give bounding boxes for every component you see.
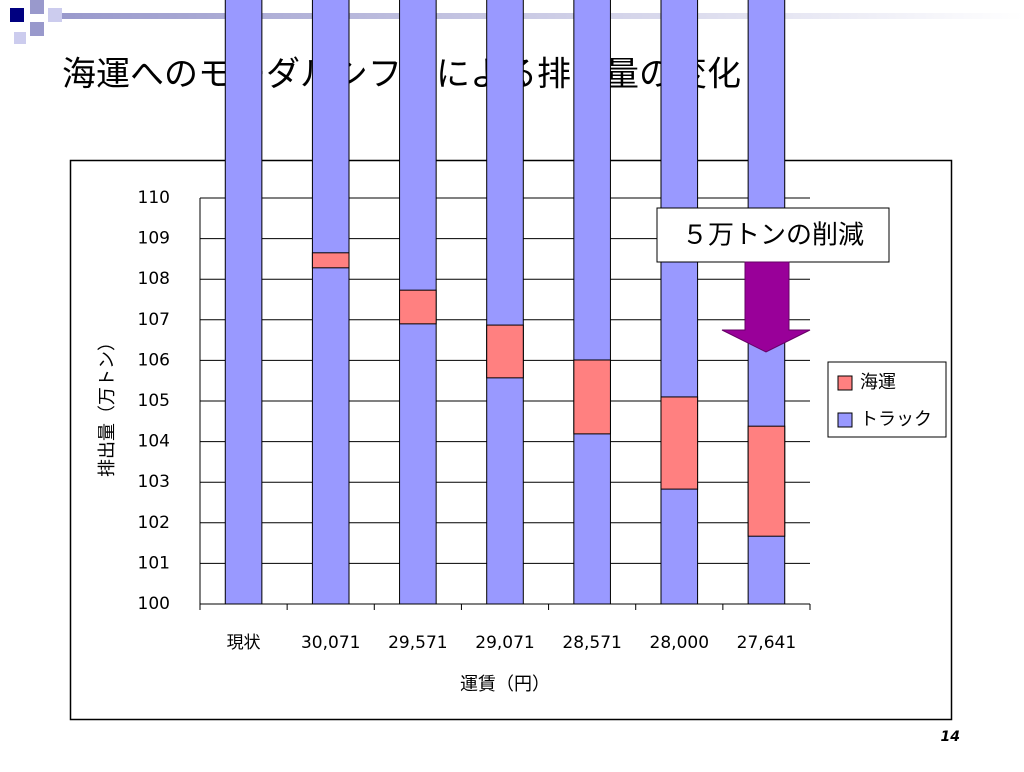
y-tick-label: 106	[138, 350, 170, 370]
y-tick-label: 105	[138, 391, 170, 411]
y-axis-label: 排出量（万トン）	[97, 333, 118, 477]
y-tick-label: 104	[138, 432, 170, 452]
legend-swatch	[837, 375, 853, 391]
y-tick-label: 108	[138, 269, 170, 289]
bar-segment	[311, 0, 350, 605]
page-number: 14	[941, 729, 960, 745]
x-axis-label: 運賃（円）	[460, 674, 550, 695]
x-tick-label: 28,571	[562, 633, 621, 653]
y-tick-label: 100	[138, 594, 170, 614]
deco-square	[30, 0, 44, 14]
annotation: ５万トンの削減	[682, 221, 864, 251]
bar-segment	[311, 252, 350, 269]
x-tick-label: 27,641	[737, 633, 796, 653]
legend-swatch	[837, 412, 853, 428]
x-tick-label: 29,071	[475, 633, 534, 653]
x-tick-label: 28,000	[650, 633, 709, 653]
bar-segment	[486, 324, 524, 379]
deco-square	[10, 8, 24, 22]
bar-segment	[224, 0, 263, 605]
bar-segment	[660, 396, 699, 490]
y-tick-label: 107	[138, 310, 170, 330]
bar-segment	[573, 0, 611, 605]
deco-square	[30, 22, 44, 36]
bar-segment	[486, 0, 524, 605]
chart: 100 101 102 103 104 105 106 107 108 109 110 現状 30,07…	[97, 0, 947, 695]
header-line	[60, 13, 1024, 19]
y-tick-label: 109	[138, 229, 170, 249]
legend-label: トラック	[860, 409, 932, 430]
deco-square	[14, 32, 26, 44]
y-tick-label: 101	[138, 553, 170, 573]
bar-segment	[399, 289, 437, 325]
bar-segment	[747, 425, 786, 537]
legend-label: 海運	[860, 372, 896, 393]
annotation-box	[656, 207, 890, 263]
bar-segment	[660, 0, 699, 605]
deco-square	[48, 8, 62, 22]
arrow	[721, 261, 811, 353]
x-tick-label: 29,571	[388, 633, 447, 653]
bar-segment	[573, 359, 611, 435]
y-tick-label: 103	[138, 472, 170, 492]
x-tick-label: 現状	[227, 633, 261, 653]
y-tick-label: 110	[138, 188, 170, 208]
y-tick-label: 102	[138, 513, 170, 533]
x-tick-label: 30,071	[301, 633, 360, 653]
